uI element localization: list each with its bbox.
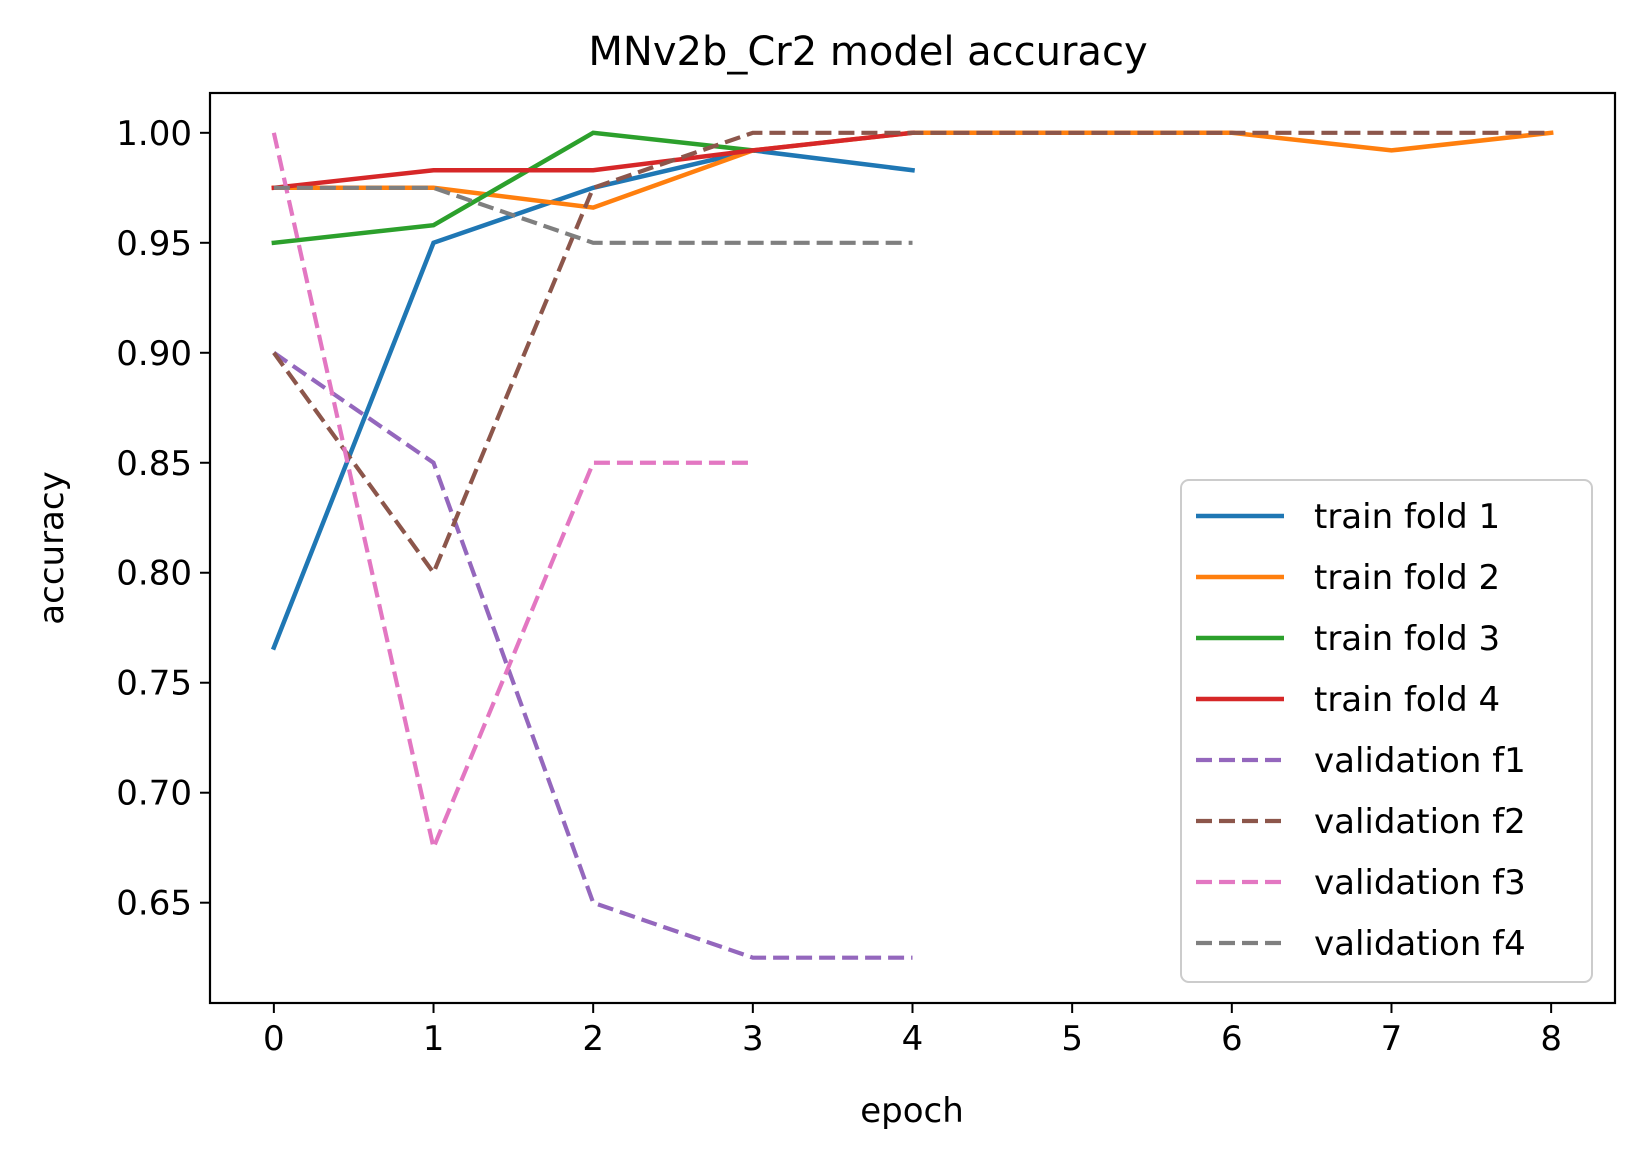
legend-label-7: validation f3 [1314,863,1526,903]
x-axis-label: epoch [860,1091,964,1131]
x-tick-label: 2 [582,1019,604,1059]
x-tick-label: 0 [263,1019,285,1059]
x-tick-label: 1 [423,1019,445,1059]
series-line-6 [272,130,1552,578]
y-tick-label: 0.80 [116,554,192,594]
y-tick-label: 0.75 [116,664,192,704]
x-tick-label: 3 [742,1019,764,1059]
x-tick-label: 8 [1540,1019,1562,1059]
series-line-8 [273,185,913,245]
chart-title: MNv2b_Cr2 model accuracy [588,29,1147,75]
legend-label-5: validation f1 [1314,741,1526,781]
series-line-4 [271,130,915,191]
x-tick-label: 6 [1221,1019,1243,1059]
legend-label-4: train fold 4 [1314,680,1500,720]
y-tick-label: 0.70 [116,774,192,814]
x-tick-label: 4 [902,1019,924,1059]
y-axis-ticks: 0.65 0.70 0.75 0.80 0.85 0.90 0.95 1.00 [116,114,210,924]
x-axis-ticks: 0 1 2 3 4 5 6 7 8 [263,1003,1562,1059]
x-tick-label: 7 [1381,1019,1403,1059]
y-tick-label: 0.65 [116,884,192,924]
legend-label-6: validation f2 [1314,802,1526,842]
y-tick-label: 1.00 [116,114,192,154]
series-line-1 [270,148,916,651]
series-layer [270,130,1554,960]
legend-box [1180,479,1593,983]
legend: train fold 1 train fold 2 train fold 3 trai… [1180,479,1593,983]
legend-label-3: train fold 3 [1314,619,1500,659]
series-line-3 [271,130,756,246]
legend-label-2: train fold 2 [1314,558,1500,598]
series-line-5 [272,351,913,960]
y-tick-label: 0.95 [116,224,192,264]
legend-label-8: validation f4 [1314,924,1526,964]
series-line-7 [271,132,753,855]
y-tick-label: 0.90 [116,334,192,374]
legend-items: train fold 1 train fold 2 train fold 3 trai… [1196,497,1526,964]
legend-label-1: train fold 1 [1314,497,1500,537]
y-axis-label: accuracy [32,471,72,624]
y-tick-label: 0.85 [116,444,192,484]
x-tick-label: 5 [1061,1019,1083,1059]
